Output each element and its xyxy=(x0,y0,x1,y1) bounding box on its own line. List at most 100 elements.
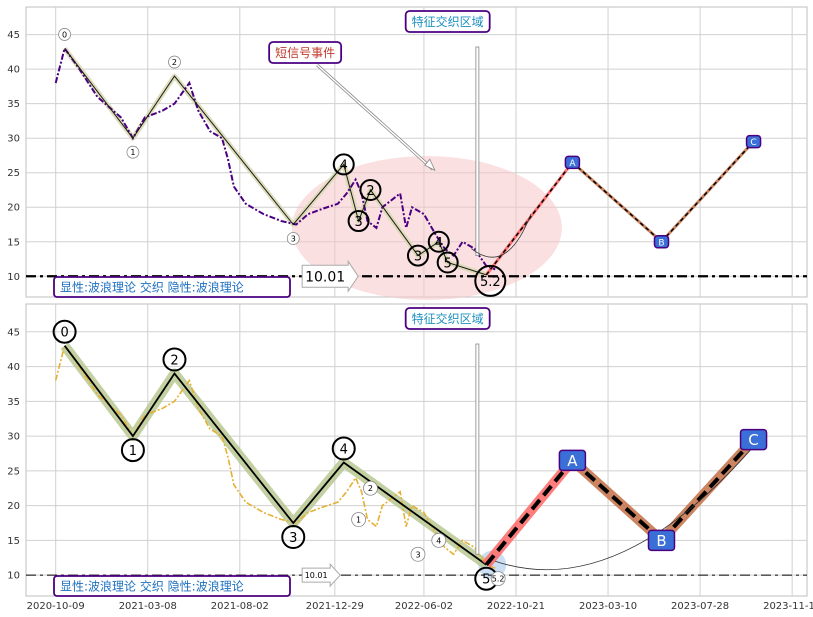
x-tick-label: 2020-10-09 xyxy=(27,601,85,612)
minor-label: 2 xyxy=(368,484,373,493)
projection-line xyxy=(571,458,663,542)
y-tick-label: 30 xyxy=(7,432,20,443)
y-tick-label: 10 xyxy=(7,571,20,582)
wave-label: 3 xyxy=(291,235,296,244)
wave-label: 4 xyxy=(435,236,443,251)
x-tick-label: 2023-07-28 xyxy=(671,601,729,612)
wave-label-circle xyxy=(406,244,429,267)
y-tick-label: 30 xyxy=(7,134,20,145)
minor-label-circle xyxy=(410,546,426,562)
wave-label-circle xyxy=(168,55,181,69)
projection-line xyxy=(660,141,755,243)
wave-label: 3 xyxy=(414,250,422,265)
abc-label: C xyxy=(750,138,756,148)
abc-label: A xyxy=(569,159,576,169)
wave-label-circle xyxy=(474,264,507,297)
abc-box xyxy=(558,449,587,472)
x-tick-label: 2022-06-02 xyxy=(395,601,453,612)
abc-box xyxy=(647,529,676,552)
price-series-line xyxy=(54,343,496,569)
y-tick-label: 20 xyxy=(7,203,20,214)
minor-label: 3 xyxy=(415,550,420,559)
wave-label-circle xyxy=(347,210,370,233)
wave-label-circle xyxy=(286,232,300,245)
wave-line xyxy=(63,345,487,566)
minor-label-circle xyxy=(351,512,366,527)
y-tick-label: 25 xyxy=(7,466,20,477)
wave-label: 2 xyxy=(172,58,177,67)
y-tick-label: 35 xyxy=(7,397,20,408)
callout-arrow-head xyxy=(424,158,436,172)
wave-label: 5 xyxy=(444,256,452,271)
wave-label: 2 xyxy=(366,184,374,199)
wave-label-circle xyxy=(52,319,77,344)
wave-label-circle xyxy=(332,153,355,176)
wave-label-circle xyxy=(126,145,140,159)
minor-label-circle xyxy=(363,480,378,496)
y-tick-label: 45 xyxy=(7,327,20,338)
legend-box xyxy=(53,575,291,597)
abc-box xyxy=(564,155,581,170)
projection-line xyxy=(660,438,756,542)
price-tag-label: 10.01 xyxy=(305,269,345,285)
y-tick-label: 45 xyxy=(7,30,20,41)
abc-label: B xyxy=(656,532,666,550)
x-tick-label: 2021-08-02 xyxy=(211,601,269,612)
vertical-marker xyxy=(475,343,480,555)
wave-label: 5 xyxy=(482,573,490,588)
abc-label: A xyxy=(567,452,578,470)
x-tick-label: 2021-03-08 xyxy=(119,601,177,612)
wave-label: 1 xyxy=(129,444,137,459)
wave-label-circle xyxy=(436,251,459,274)
abc-label: B xyxy=(658,238,664,248)
legend-text: 显性:波浪理论 交织 隐性:波浪理论 xyxy=(60,280,244,295)
wave-label: 3 xyxy=(289,531,297,546)
wave-label: 2 xyxy=(170,354,178,369)
abc-label: C xyxy=(748,431,758,449)
callout-box xyxy=(268,41,343,64)
price-tag xyxy=(301,259,359,293)
y-tick-label: 40 xyxy=(7,65,20,76)
y-tick-label: 40 xyxy=(7,362,20,373)
feature-title-box xyxy=(404,307,491,330)
x-tick-label: 2023-03-10 xyxy=(579,601,637,612)
wave-label-circle xyxy=(281,525,306,549)
minor-label-circle xyxy=(431,532,447,548)
y-tick-label: 15 xyxy=(7,237,20,248)
x-tick-label: 2022-10-21 xyxy=(487,601,545,612)
wave-label-circle xyxy=(331,436,356,461)
wave-label-circle xyxy=(58,28,72,41)
wave-label: 0 xyxy=(62,30,67,39)
callout-label: 短信号事件 xyxy=(275,46,335,60)
projection-line xyxy=(571,161,662,243)
arc-curve xyxy=(495,439,760,571)
projection-line xyxy=(484,459,574,566)
y-tick-label: 35 xyxy=(7,99,20,110)
x-tick-label: 2021-12-29 xyxy=(306,601,364,612)
x-tick-label: 2023-11-14 xyxy=(763,601,813,612)
wave-label-circle xyxy=(162,347,187,372)
wave-label: 4 xyxy=(340,158,348,173)
feature-title: 特征交织区域 xyxy=(412,14,484,29)
minor-label: 1 xyxy=(356,516,361,525)
y-tick-label: 25 xyxy=(7,168,20,179)
abc-box xyxy=(745,134,762,149)
wave-label: 3 xyxy=(354,215,362,230)
y-tick-label: 20 xyxy=(7,501,20,512)
minor-label: 4 xyxy=(436,536,441,545)
price-tag-label: 10.01 xyxy=(305,571,328,580)
wave-label-circle xyxy=(120,438,145,463)
feature-title: 特征交织区域 xyxy=(412,311,484,326)
price-tag xyxy=(301,562,341,588)
arc-curve xyxy=(471,214,532,258)
abc-box xyxy=(653,235,670,249)
minor-label-circle xyxy=(490,571,506,587)
y-tick-label: 10 xyxy=(7,272,20,283)
legend-text: 显性:波浪理论 交织 隐性:波浪理论 xyxy=(60,579,244,594)
vertical-marker xyxy=(475,46,480,256)
callout-arrow-inner xyxy=(316,64,434,170)
legend-box xyxy=(53,276,291,298)
